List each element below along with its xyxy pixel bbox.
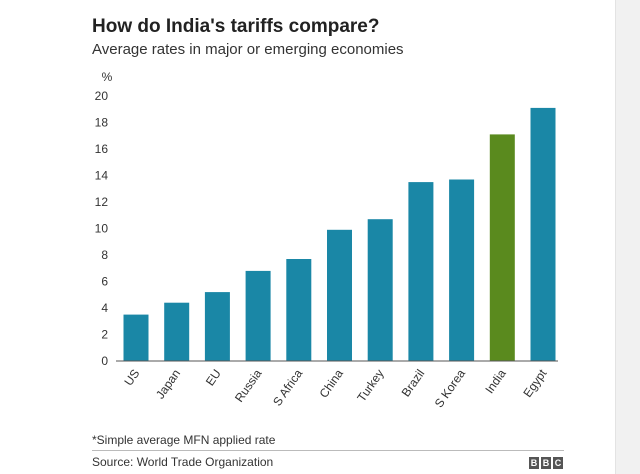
bbc-logo: B B C — [529, 457, 563, 469]
y-tick-label: 2 — [101, 328, 108, 342]
y-tick-label: 18 — [95, 116, 109, 130]
x-tick-label: Japan — [153, 367, 183, 402]
y-tick-label: 20 — [95, 89, 109, 103]
y-tick-label: 8 — [101, 248, 108, 262]
bar-russia — [245, 270, 271, 361]
chart-title: How do India's tariffs compare? — [92, 16, 380, 37]
bar-us — [123, 314, 149, 361]
y-tick-label: 16 — [95, 142, 109, 156]
bar-japan — [164, 302, 190, 361]
x-tick-label: Turkey — [354, 367, 386, 405]
bar-eu — [204, 292, 230, 361]
y-tick-label: 6 — [101, 275, 108, 289]
bar-china — [327, 229, 352, 361]
bar-india — [489, 134, 515, 361]
bbc-logo-letter: B — [529, 457, 539, 469]
y-tick-label: 4 — [101, 301, 108, 315]
x-tick-label: US — [121, 367, 142, 389]
page-scroll-strip — [615, 0, 640, 474]
bbc-logo-letter: C — [553, 457, 563, 469]
bar-egypt — [530, 107, 556, 362]
x-tick-label: China — [317, 366, 347, 400]
bar-s-korea — [449, 179, 475, 361]
chart-source: Source: World Trade Organization — [92, 455, 274, 469]
y-tick-label: 0 — [101, 354, 108, 368]
bar-brazil — [408, 182, 434, 361]
x-tick-label: Brazil — [399, 367, 428, 400]
x-axis-labels: US Japan EU Russia S Africa China Turkey Brazil… — [121, 366, 549, 410]
x-tick-label: S Korea — [432, 366, 469, 410]
bar-turkey — [367, 219, 393, 361]
footer-divider — [92, 450, 564, 451]
x-tick-label: S Africa — [270, 366, 305, 408]
y-axis: 0 2 4 6 8 10 12 14 16 18 20 — [95, 89, 109, 368]
y-axis-unit-label: % — [102, 70, 113, 84]
x-tick-label: EU — [203, 367, 224, 389]
x-tick-label: Egypt — [520, 366, 549, 400]
bar-s-africa — [286, 259, 312, 361]
y-tick-label: 10 — [95, 222, 109, 236]
bars-group — [123, 107, 556, 362]
chart-subtitle: Average rates in major or emerging econo… — [92, 41, 404, 58]
y-tick-label: 12 — [95, 195, 109, 209]
x-tick-label: India — [482, 366, 509, 396]
y-tick-label: 14 — [95, 169, 109, 183]
chart-footnote: *Simple average MFN applied rate — [92, 433, 276, 447]
bbc-logo-letter: B — [541, 457, 551, 469]
x-tick-label: Russia — [232, 366, 265, 404]
